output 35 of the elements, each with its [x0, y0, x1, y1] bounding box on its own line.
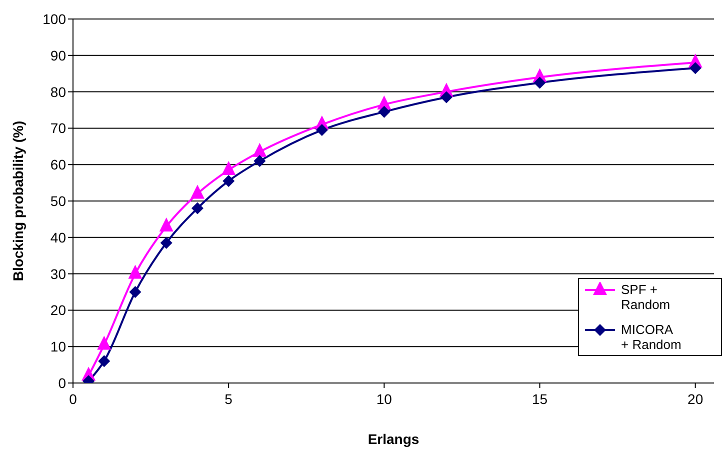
y-tick-label: 10: [50, 338, 66, 355]
legend-label: SPF + Random: [621, 282, 672, 312]
y-axis-title: Blocking probability (%): [10, 120, 26, 282]
x-tick-label: 10: [376, 390, 392, 407]
point: [252, 142, 267, 157]
x-tick-label: 15: [532, 390, 548, 407]
y-tick-label: 40: [50, 229, 66, 246]
y-tick-label: 80: [50, 84, 66, 100]
x-tick-label: 5: [224, 390, 233, 407]
y-tick-label: 50: [50, 192, 66, 209]
y-tick-label: 20: [50, 302, 66, 318]
point: [128, 264, 142, 279]
point: [190, 184, 204, 199]
point: [222, 174, 235, 187]
y-tick-label: 30: [50, 266, 66, 282]
point: [159, 217, 174, 232]
point: [689, 62, 702, 74]
x-axis-title: Erlangs: [368, 431, 420, 447]
y-tick-label: 70: [50, 120, 66, 136]
y-tick-label: 90: [50, 47, 66, 64]
y-tick-label: 0: [58, 374, 66, 391]
point: [378, 106, 390, 118]
point: [254, 154, 266, 167]
y-tick-label: 100: [42, 10, 66, 27]
point: [534, 76, 546, 89]
point: [160, 236, 172, 249]
legend-label: MICORA + Random: [621, 322, 682, 352]
y-tick-label: 60: [50, 156, 66, 173]
point: [191, 202, 204, 214]
point: [97, 336, 112, 350]
point: [440, 91, 452, 104]
point: [316, 124, 328, 136]
x-tick-label: 20: [688, 390, 704, 407]
point: [222, 161, 236, 176]
x-tick-label: 0: [69, 390, 78, 407]
